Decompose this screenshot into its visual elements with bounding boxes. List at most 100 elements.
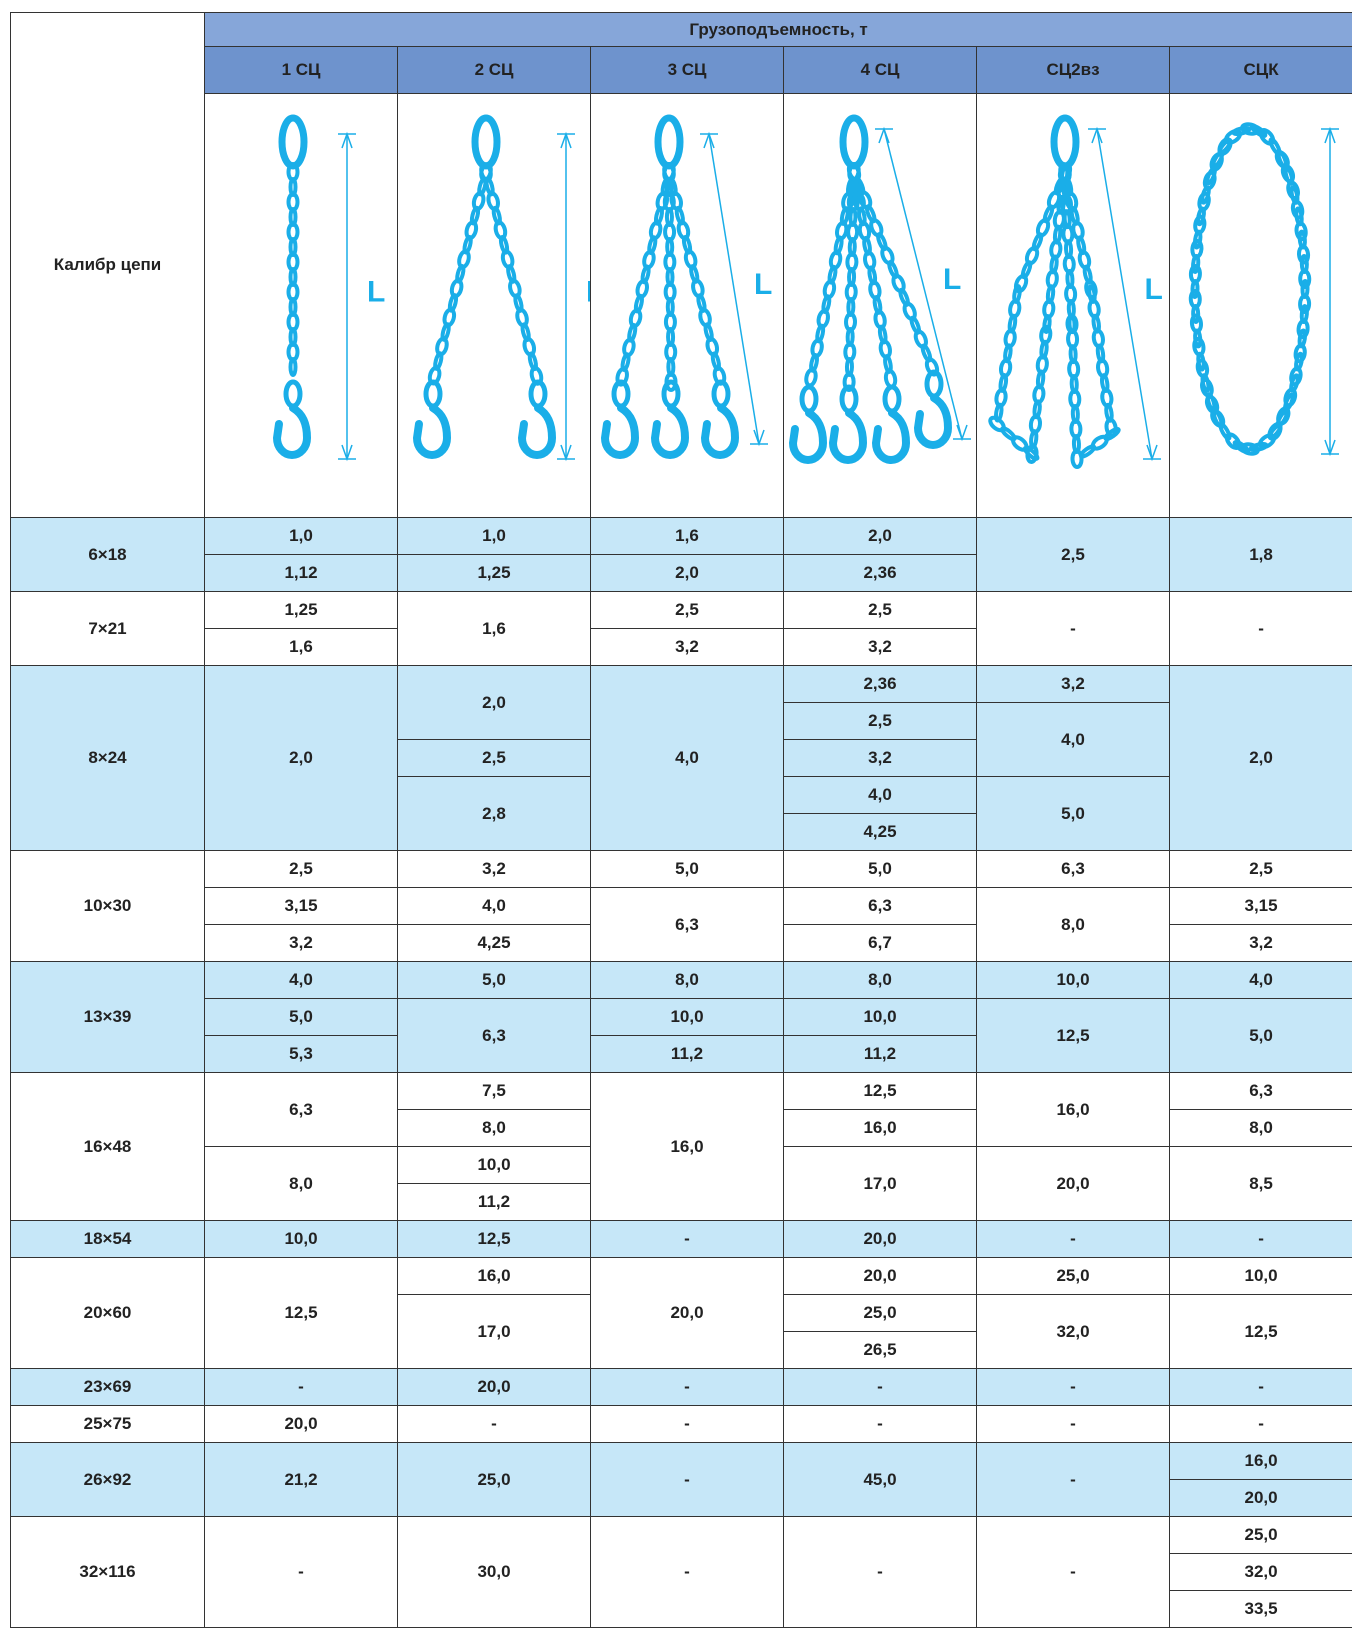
chain-link bbox=[1286, 180, 1300, 201]
chain-link bbox=[1084, 279, 1098, 300]
dimension-label: L bbox=[1145, 273, 1163, 306]
capacity-cell: 11,2 bbox=[783, 1035, 977, 1073]
capacity-cell: - bbox=[590, 1405, 784, 1443]
capacity-cell: 11,2 bbox=[397, 1183, 591, 1221]
chain-link bbox=[1188, 264, 1202, 285]
table-row: 7×21 1,25 1,6 2,5 2,5- - bbox=[10, 591, 1352, 666]
master-ring bbox=[839, 114, 869, 170]
table-row: 16×48 6,3 7,5 16,0 12,5 16,0 6,3 bbox=[10, 1072, 1352, 1221]
capacity-cell: 3,2 bbox=[397, 850, 591, 888]
capacity-cell: 7,5 bbox=[397, 1072, 591, 1110]
dimension-arrow bbox=[703, 131, 715, 149]
capacity-cell: 6,7 bbox=[783, 924, 977, 962]
caliber-cell: 23×69 bbox=[10, 1368, 205, 1406]
dimension-arrow bbox=[1146, 444, 1158, 462]
capacity-cell: 45,0 bbox=[783, 1442, 977, 1517]
column-header: СЦК bbox=[1168, 46, 1352, 94]
chain-link bbox=[1231, 125, 1252, 136]
capacity-cell: 12,5 bbox=[204, 1257, 398, 1369]
capacity-table: Калибр цепи Грузоподъемность, т 1 СЦ 2 СЦ 3… bbox=[10, 12, 1352, 1628]
capacity-cell: 2,0 bbox=[1168, 665, 1352, 851]
capacity-cell: 16,0 bbox=[783, 1109, 977, 1147]
capacity-cell: 4,0 bbox=[1168, 961, 1352, 999]
capacity-cell: 10,0 bbox=[397, 1146, 591, 1184]
chain-link bbox=[804, 367, 818, 388]
hook-link bbox=[423, 379, 443, 409]
chain-link bbox=[1197, 191, 1211, 212]
table-row: 17,0 25,0 32,0 12,5 bbox=[11, 1294, 1352, 1369]
chain-link bbox=[1192, 336, 1206, 357]
capacity-cell: 10,0 bbox=[590, 998, 784, 1036]
capacity-cell: - bbox=[1168, 1220, 1352, 1258]
capacity-cell: 6,3 bbox=[1168, 1072, 1352, 1110]
table-row: 8×24 2,0 2,0 4,0 2,36 3,2 2,0 bbox=[10, 665, 1352, 851]
chain-link bbox=[1293, 343, 1307, 364]
capacity-cell: - bbox=[204, 1516, 398, 1628]
caliber-cell: 25×75 bbox=[10, 1405, 205, 1443]
hook bbox=[788, 409, 828, 464]
caliber-cell: 26×92 bbox=[10, 1442, 205, 1517]
capacity-cell: - bbox=[976, 591, 1170, 666]
capacity-cell: 5,0 bbox=[1168, 998, 1352, 1073]
table-row: 25×75 20,0- - - - - bbox=[10, 1405, 1352, 1443]
dimension-arrow bbox=[341, 131, 353, 149]
capacity-cell: - bbox=[783, 1516, 977, 1628]
hook bbox=[650, 404, 690, 459]
caliber-cell: 6×18 bbox=[10, 517, 205, 592]
capacity-cell: 8,0 bbox=[204, 1146, 398, 1221]
dimension-label: L bbox=[586, 276, 590, 309]
hook-link bbox=[799, 384, 819, 414]
capacity-cell: 20,0 bbox=[397, 1368, 591, 1406]
dimension-label: L bbox=[367, 276, 385, 309]
dimension-arrow bbox=[1091, 126, 1103, 144]
chain-link bbox=[288, 357, 298, 377]
capacity-cell: 1,6 bbox=[204, 628, 398, 666]
capacity-cell: 2,5 bbox=[976, 517, 1170, 592]
dimension-line bbox=[883, 128, 963, 440]
capacity-cell: 2,8 bbox=[397, 776, 591, 851]
table-row: 32,0 bbox=[11, 1553, 1352, 1591]
chain-link bbox=[1298, 268, 1312, 289]
capacity-cell: 3,2 bbox=[976, 665, 1170, 703]
capacity-cell: 32,0 bbox=[976, 1294, 1170, 1369]
capacity-cell: 12,5 bbox=[783, 1072, 977, 1110]
table-row: 6×18 1,0 1,0 1,6 2,0 2,5 1,8 bbox=[10, 517, 1352, 592]
capacity-cell: 1,0 bbox=[204, 517, 398, 555]
capacity-cell: 4,0 bbox=[783, 776, 977, 814]
dimension-arrow bbox=[560, 131, 572, 149]
column-header: 2 СЦ bbox=[397, 46, 591, 94]
capacity-cell: 5,0 bbox=[397, 961, 591, 999]
capacity-cell: - bbox=[590, 1220, 784, 1258]
chain-link bbox=[1267, 423, 1283, 440]
dimension-arrow bbox=[878, 126, 890, 144]
corner-header: Калибр цепи bbox=[10, 12, 205, 518]
dimension-arrow bbox=[1324, 439, 1336, 457]
column-header: 4 СЦ bbox=[783, 46, 977, 94]
capacity-cell: - bbox=[397, 1405, 591, 1443]
column-header: 3 СЦ bbox=[590, 46, 784, 94]
capacity-cell: 1,8 bbox=[1168, 517, 1352, 592]
hook bbox=[828, 409, 868, 464]
table-row: 11,2 bbox=[11, 1183, 1352, 1221]
capacity-cell: 4,0 bbox=[204, 961, 398, 999]
chain-link bbox=[1039, 324, 1053, 345]
table-row: 3,15 4,0 6,3 6,3 8,0 3,15 bbox=[11, 887, 1352, 962]
chain-link bbox=[1290, 199, 1305, 220]
illustration-cell: L bbox=[976, 93, 1170, 518]
capacity-cell: 2,0 bbox=[783, 517, 977, 555]
chain-link bbox=[1298, 293, 1312, 314]
sling-illustration: L bbox=[600, 114, 772, 459]
capacity-cell: 32,0 bbox=[1168, 1553, 1352, 1591]
capacity-cell: 1,25 bbox=[204, 591, 398, 629]
caliber-cell: 20×60 bbox=[10, 1257, 205, 1369]
dimension-arrow bbox=[753, 429, 765, 447]
capacity-cell: 25,0 bbox=[1168, 1516, 1352, 1554]
capacity-cell: 4,0 bbox=[976, 702, 1170, 777]
capacity-cell: 10,0 bbox=[783, 998, 977, 1036]
capacity-cell: 6,3 bbox=[397, 998, 591, 1073]
hook bbox=[517, 404, 557, 459]
group-title: Грузоподъемность, т bbox=[203, 12, 1352, 47]
dimension-line bbox=[708, 133, 760, 445]
capacity-cell: 11,2 bbox=[590, 1035, 784, 1073]
capacity-cell: 8,0 bbox=[1168, 1109, 1352, 1147]
